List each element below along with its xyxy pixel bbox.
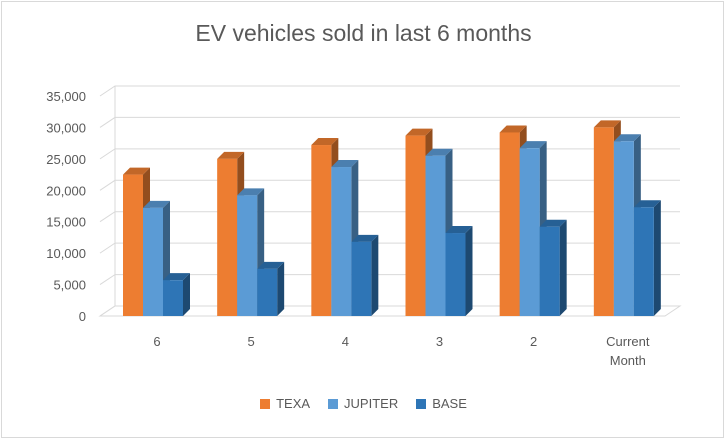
bar-side <box>559 219 567 316</box>
bar <box>351 241 372 316</box>
bar-top <box>593 120 621 128</box>
gridline <box>99 148 680 160</box>
bar <box>217 158 238 316</box>
bar <box>593 127 614 316</box>
y-tick-label: 15,000 <box>46 215 86 230</box>
bar <box>311 145 332 316</box>
bar <box>425 155 446 316</box>
y-tick-label: 20,000 <box>46 183 86 198</box>
bar-top <box>445 226 473 234</box>
legend-label: TEXA <box>276 396 311 411</box>
bar <box>539 226 560 316</box>
x-tick-label: 5 <box>248 334 255 349</box>
bar-side <box>371 234 379 316</box>
bar <box>123 174 143 316</box>
bar <box>519 148 540 316</box>
bar <box>405 135 426 316</box>
legend-swatch <box>328 398 339 409</box>
gridline <box>99 116 680 128</box>
bar-top <box>237 188 265 196</box>
bar <box>257 268 278 316</box>
y-tick-label: 35,000 <box>46 89 86 104</box>
bar <box>237 195 258 316</box>
axis-depth-line <box>99 305 116 317</box>
legend-label: BASE <box>432 396 467 411</box>
bar-top <box>425 148 453 156</box>
y-tick-label: 30,000 <box>46 120 86 135</box>
bar-top <box>499 125 527 133</box>
gridline <box>99 211 680 223</box>
y-tick-label: 0 <box>79 309 86 324</box>
bar <box>163 280 183 316</box>
legend-item: TEXA <box>260 396 310 411</box>
x-tick-label: 3 <box>436 334 443 349</box>
legend: TEXA JUPITER BASE <box>0 396 727 411</box>
bar <box>331 167 352 316</box>
y-tick-label: 5,000 <box>53 278 86 293</box>
legend-label: JUPITER <box>344 396 399 411</box>
bar <box>613 141 634 316</box>
x-tick-label: 4 <box>342 334 349 349</box>
bar-side <box>465 226 473 316</box>
y-tick-label: 25,000 <box>46 152 86 167</box>
bar-top <box>519 141 547 149</box>
bar <box>633 207 654 316</box>
bar-top <box>351 234 379 242</box>
bar-top <box>539 219 567 227</box>
x-tick-label: 6 <box>153 334 160 349</box>
chart-title: EV vehicles sold in last 6 months <box>195 20 532 46</box>
bar-top <box>613 134 641 142</box>
gridline <box>99 85 680 97</box>
bar-side <box>653 200 661 316</box>
bar-top <box>123 167 150 175</box>
bar-top <box>217 151 245 159</box>
legend-item: BASE <box>416 396 467 411</box>
bar <box>143 207 163 316</box>
bar-top <box>633 200 661 208</box>
bar-side <box>277 261 285 316</box>
bar-top <box>257 261 285 269</box>
y-tick-label: 10,000 <box>46 246 86 261</box>
bar <box>499 132 520 316</box>
bar-top <box>311 138 339 146</box>
x-tick-label: Month <box>610 353 646 368</box>
bar-top <box>163 273 190 281</box>
bar-side <box>183 273 190 316</box>
gridline <box>99 274 680 285</box>
legend-swatch <box>260 398 271 409</box>
x-tick-label: Current <box>606 334 650 349</box>
gridline <box>99 242 680 254</box>
legend-item: JUPITER <box>328 396 398 411</box>
gridline <box>99 179 680 191</box>
bar <box>445 233 466 316</box>
legend-swatch <box>416 398 427 409</box>
bar-top <box>405 128 433 136</box>
bar-top <box>331 160 359 168</box>
bar-top <box>143 200 170 208</box>
x-tick-label: 2 <box>530 334 537 349</box>
